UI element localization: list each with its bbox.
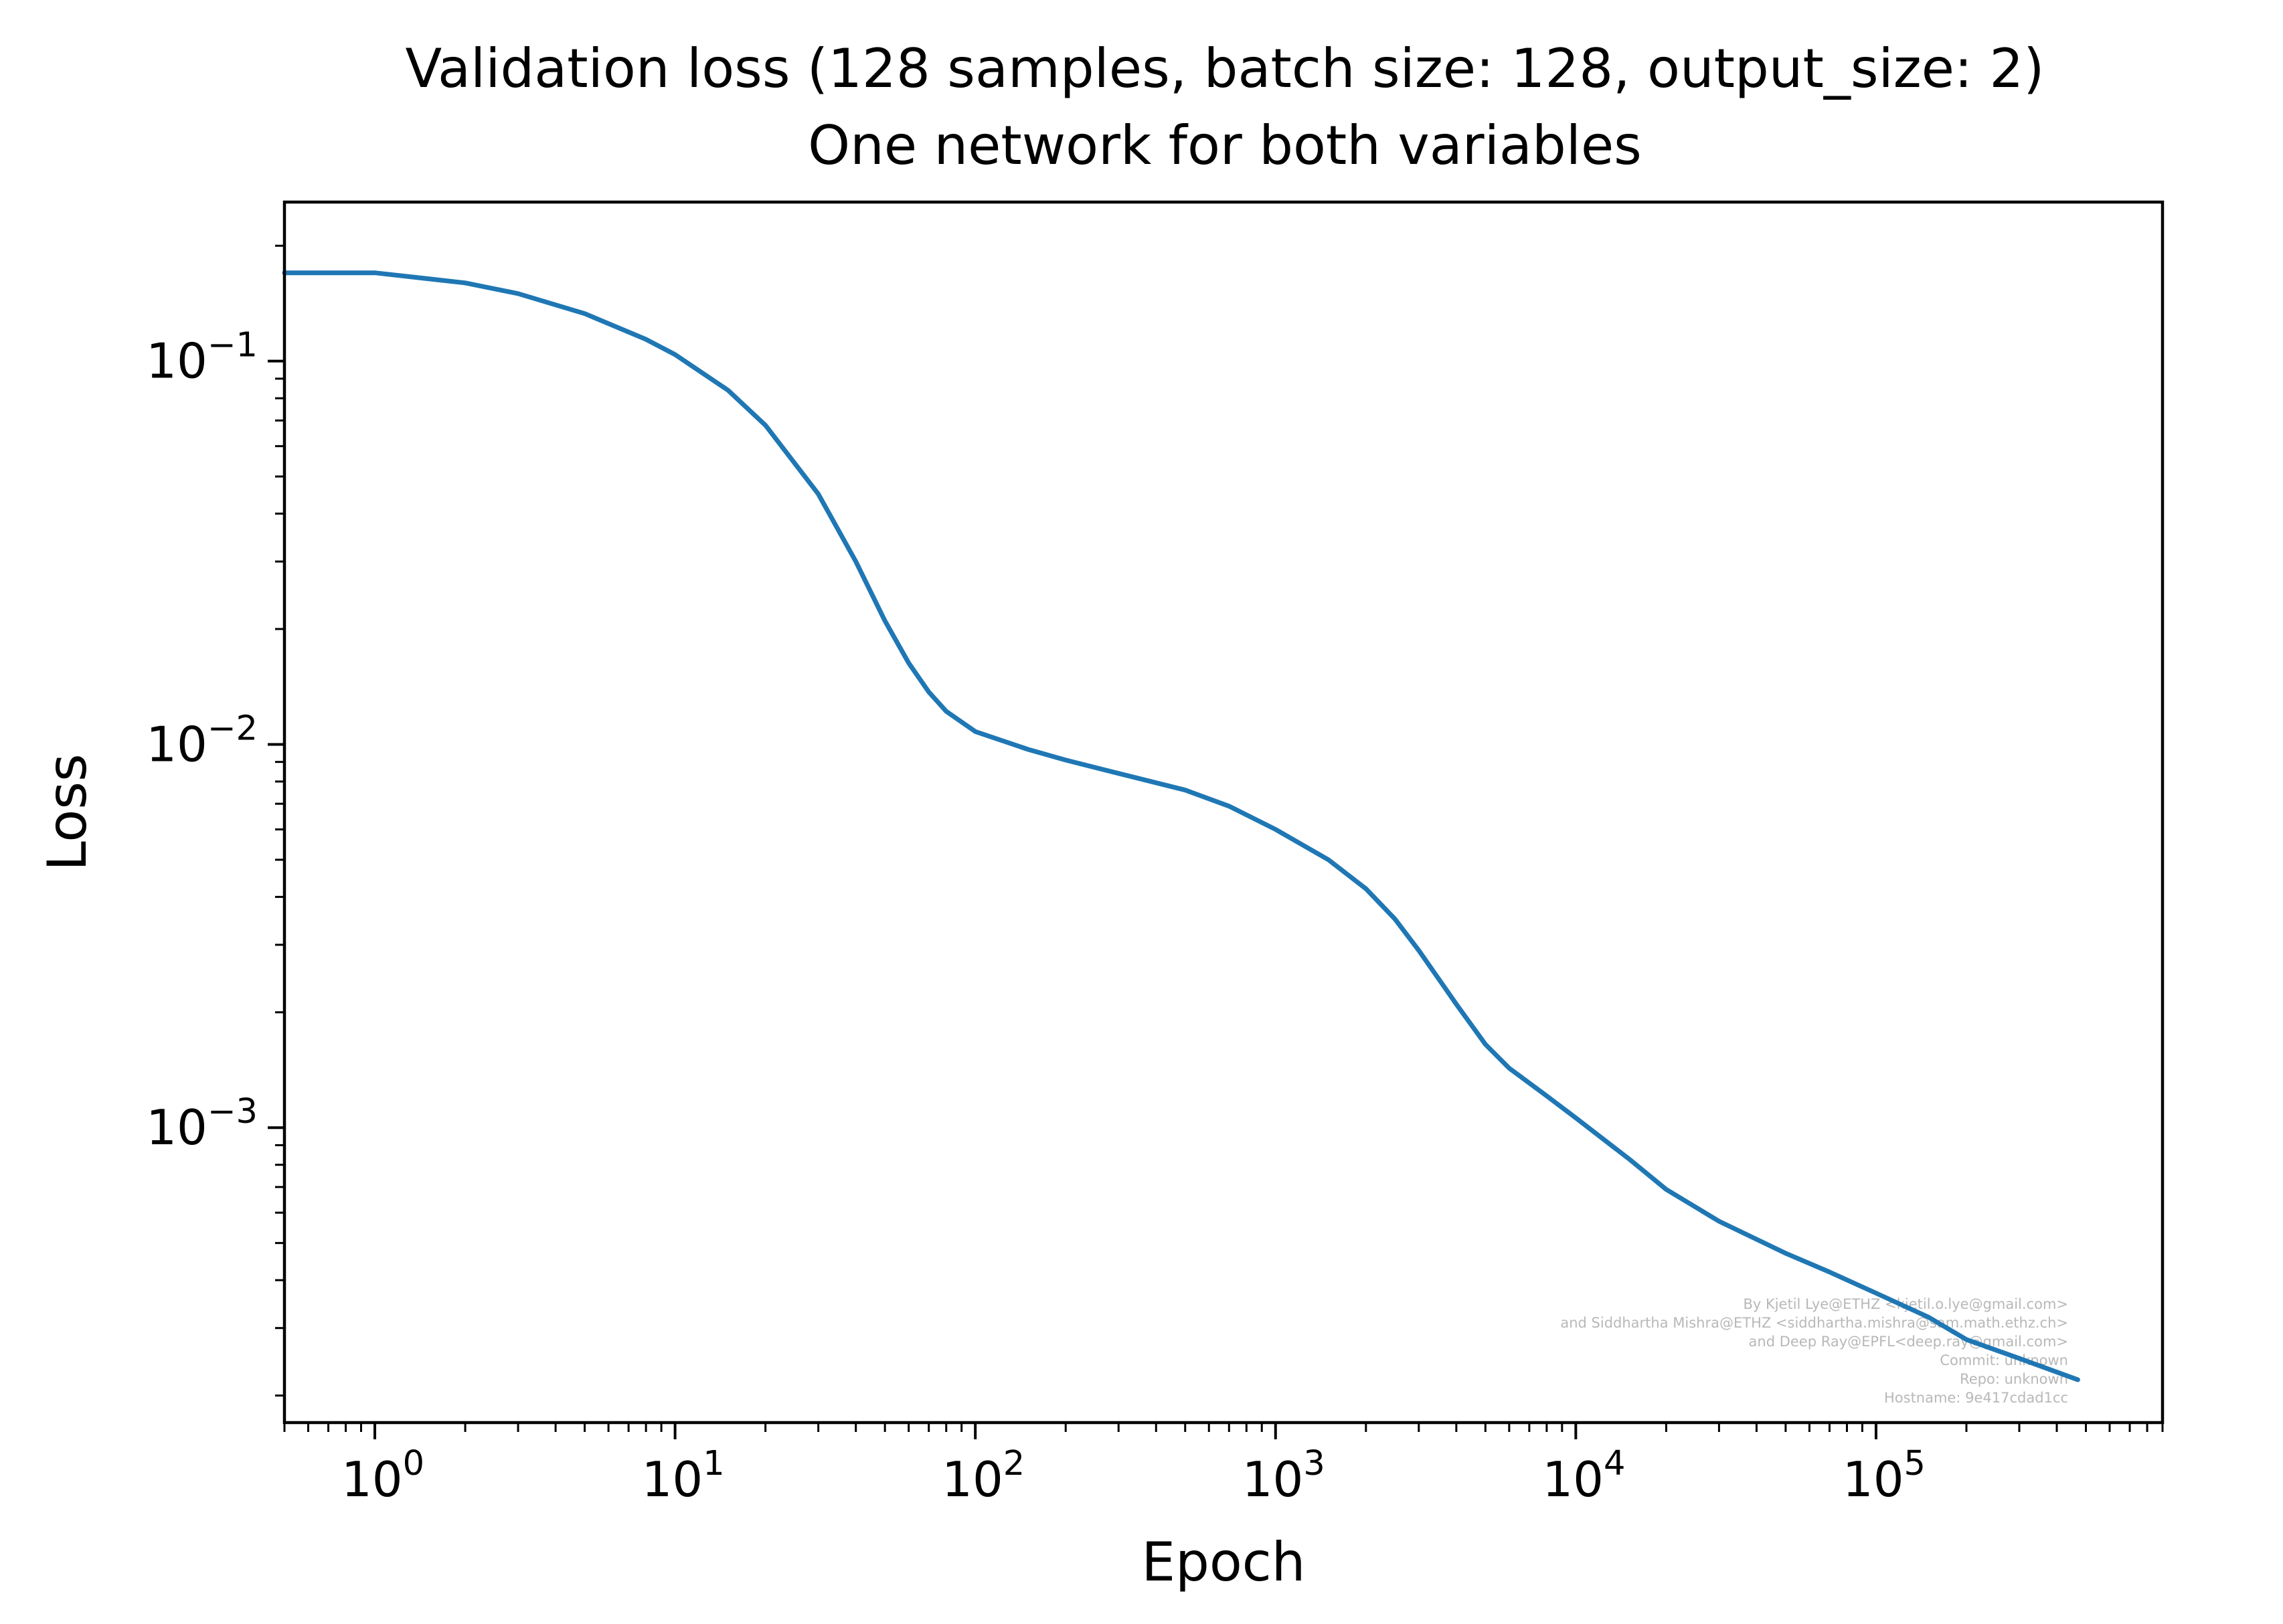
x-tick-exponent: 0: [403, 1444, 424, 1483]
x-tick-label: 100: [341, 1444, 424, 1508]
x-tick-base: 10: [942, 1451, 1003, 1508]
plot-frame: [282, 200, 2165, 1425]
x-tick-base: 10: [1542, 1451, 1604, 1508]
y-tick-label: 10−1: [146, 326, 258, 389]
x-tick-exponent: 1: [703, 1444, 724, 1483]
chart-title: Validation loss (128 samples, batch size…: [406, 37, 2045, 100]
y-tick-base: 10: [146, 333, 207, 389]
loss-series-line: [282, 270, 2080, 1382]
y-axis-label: Loss: [36, 753, 98, 871]
x-tick-label: 105: [1843, 1444, 1926, 1508]
x-tick-exponent: 5: [1904, 1444, 1926, 1483]
y-tick-base: 10: [146, 1099, 207, 1156]
y-minor-ticks: [275, 244, 284, 1397]
x-tick-exponent: 2: [1003, 1444, 1025, 1483]
x-tick-label: 104: [1542, 1444, 1625, 1508]
y-tick-label: 10−3: [146, 1092, 258, 1156]
x-major-ticks: 100 101 102 103 104 105: [341, 1423, 1926, 1508]
x-tick-label: 103: [1242, 1444, 1325, 1508]
watermark: By Kjetil Lye@ETHZ <kjetil.o.lye@gmail.c…: [1560, 1296, 2068, 1406]
y-tick-exponent: −2: [207, 709, 258, 748]
watermark-line: and Deep Ray@EPFL<deep.ray@gmail.com>: [1749, 1334, 2068, 1350]
y-tick-exponent: −1: [207, 326, 258, 365]
watermark-line: Hostname: 9e417cdad1cc: [1884, 1390, 2068, 1406]
x-tick-label: 102: [942, 1444, 1025, 1508]
watermark-line: and Siddhartha Mishra@ETHZ <siddhartha.m…: [1560, 1315, 2068, 1331]
x-minor-ticks: [283, 1423, 2164, 1432]
y-tick-label: 10−2: [146, 709, 258, 772]
x-axis-label: Epoch: [1142, 1531, 1306, 1593]
y-major-ticks: 10−110−210−3: [146, 326, 284, 1156]
series-layer: [282, 270, 2080, 1382]
x-tick-base: 10: [642, 1451, 703, 1508]
x-tick-label: 101: [642, 1444, 725, 1508]
y-tick-base: 10: [146, 716, 207, 772]
y-tick-exponent: −3: [207, 1092, 258, 1132]
watermark-line: Repo: unknown: [1960, 1371, 2068, 1387]
x-tick-base: 10: [1843, 1451, 1904, 1508]
x-tick-exponent: 4: [1604, 1444, 1625, 1483]
x-tick-exponent: 3: [1303, 1444, 1325, 1483]
x-tick-base: 10: [1242, 1451, 1304, 1508]
x-tick-base: 10: [341, 1451, 403, 1508]
chart-subtitle: One network for both variables: [808, 114, 1642, 177]
